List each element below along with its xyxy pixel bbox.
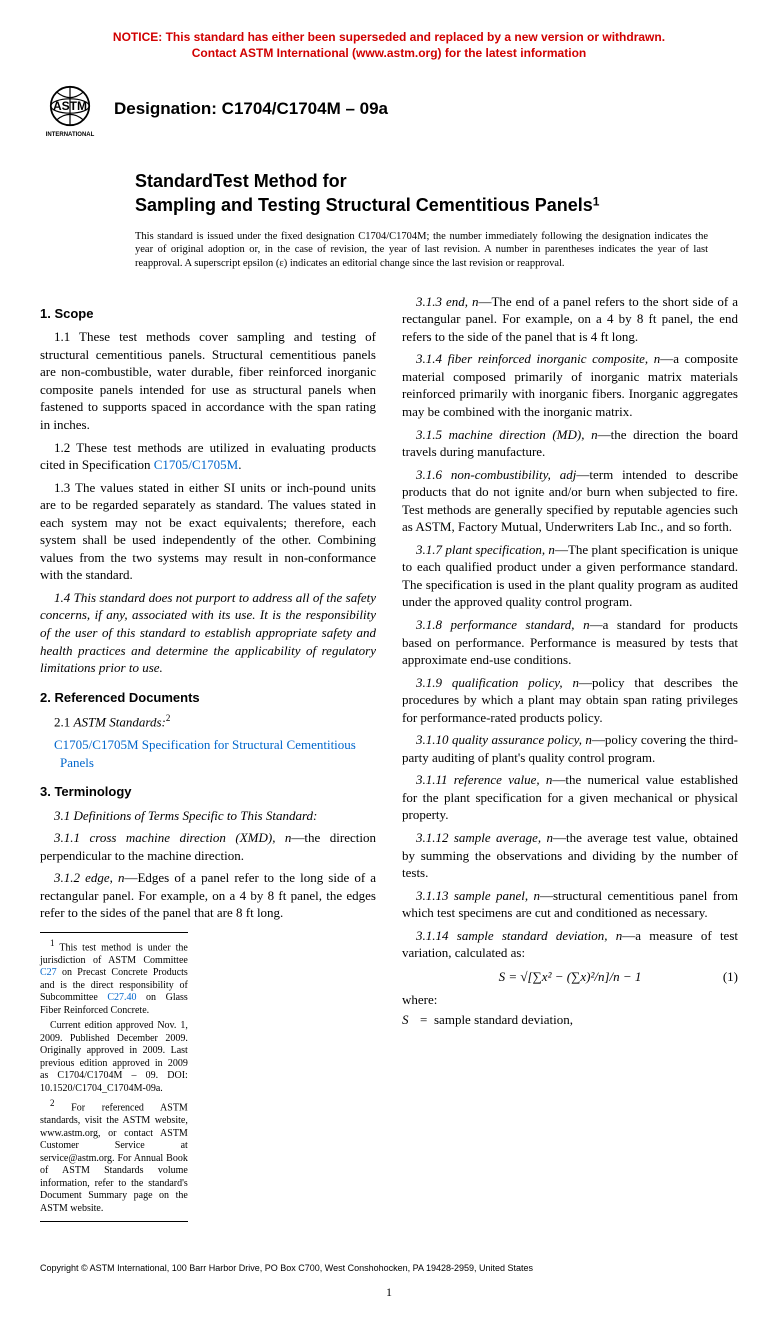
para-3-1-4: 3.1.4 fiber reinforced inorganic composi… [402, 350, 738, 420]
para-1-2: 1.2 These test methods are utilized in e… [40, 439, 376, 474]
para-3-1-5: 3.1.5 machine direction (MD), n—the dire… [402, 426, 738, 461]
para-3-1-11: 3.1.11 reference value, n—the numerical … [402, 771, 738, 824]
svg-text:INTERNATIONAL: INTERNATIONAL [46, 132, 95, 138]
para-3-1-3: 3.1.3 end, n—The end of a panel refers t… [402, 293, 738, 346]
notice-line2: Contact ASTM International (www.astm.org… [192, 46, 586, 60]
notice-line1: NOTICE: This standard has either been su… [113, 30, 665, 44]
title-line1: StandardTest Method for [135, 169, 738, 193]
para-2-1: 2.1 ASTM Standards:2 [40, 712, 376, 731]
para-3-1-10: 3.1.10 quality assurance policy, n—polic… [402, 731, 738, 766]
title-block: StandardTest Method for Sampling and Tes… [135, 169, 738, 218]
para-1-1: 1.1 These test methods cover sampling an… [40, 328, 376, 433]
para-3-1-6: 3.1.6 non-combustibility, adj—term inten… [402, 466, 738, 536]
designation-text: Designation: C1704/C1704M – 09a [114, 98, 388, 121]
section-head-refs: 2. Referenced Documents [40, 689, 376, 707]
footnote-1b: Current edition approved Nov. 1, 2009. P… [40, 1020, 188, 1095]
where-row-s: S = sample standard deviation, [402, 1011, 738, 1029]
title-superscript: 1 [593, 195, 600, 209]
section-head-scope: 1. Scope [40, 305, 376, 323]
para-3-1-2: 3.1.2 edge, n—Edges of a panel refer to … [40, 869, 376, 922]
designation-row: ASTM INTERNATIONAL Designation: C1704/C1… [40, 79, 738, 139]
para-3-1-7: 3.1.7 plant specification, n—The plant s… [402, 541, 738, 611]
body-columns: 1. Scope 1.1 These test methods cover sa… [40, 293, 738, 1222]
para-1-4: 1.4 This standard does not purport to ad… [40, 589, 376, 677]
para-3-1-13: 3.1.13 sample panel, n—structural cement… [402, 887, 738, 922]
issue-note: This standard is issued under the fixed … [135, 230, 708, 271]
para-3-1-12: 3.1.12 sample average, n—the average tes… [402, 829, 738, 882]
formula-1: S = √[∑x² − (∑x)²/n]/n − 1 (1) [402, 968, 738, 986]
para-3-1-1: 3.1.1 cross machine direction (XMD), n—t… [40, 829, 376, 864]
footnote-2: 2 For referenced ASTM standards, visit t… [40, 1098, 188, 1215]
footnote-1: 1 This test method is under the jurisdic… [40, 938, 188, 1017]
footnotes: 1 This test method is under the jurisdic… [40, 932, 188, 1222]
para-3-1-9: 3.1.9 qualification policy, n—policy tha… [402, 674, 738, 727]
ref-link-row: C1705/C1705M Specification for Structura… [60, 736, 376, 771]
astm-logo: ASTM INTERNATIONAL [40, 79, 100, 139]
link-c1705-spec[interactable]: C1705/C1705M [54, 737, 139, 752]
title-line2: Sampling and Testing Structural Cementit… [135, 195, 593, 215]
page-number: 1 [40, 1284, 738, 1300]
where-label: where: [402, 991, 738, 1009]
link-c27[interactable]: C27 [40, 967, 57, 978]
section-head-term: 3. Terminology [40, 783, 376, 801]
copyright: Copyright © ASTM International, 100 Barr… [40, 1262, 738, 1274]
notice-banner: NOTICE: This standard has either been su… [40, 30, 738, 61]
svg-text:ASTM: ASTM [53, 99, 87, 113]
link-c27-40[interactable]: C27.40 [107, 992, 136, 1003]
para-3-1-8: 3.1.8 performance standard, n—a standard… [402, 616, 738, 669]
link-c1705[interactable]: C1705/C1705M [154, 457, 239, 472]
para-3-1: 3.1 Definitions of Terms Specific to Thi… [40, 807, 376, 825]
para-3-1-14: 3.1.14 sample standard deviation, n—a me… [402, 927, 738, 962]
para-1-3: 1.3 The values stated in either SI units… [40, 479, 376, 584]
